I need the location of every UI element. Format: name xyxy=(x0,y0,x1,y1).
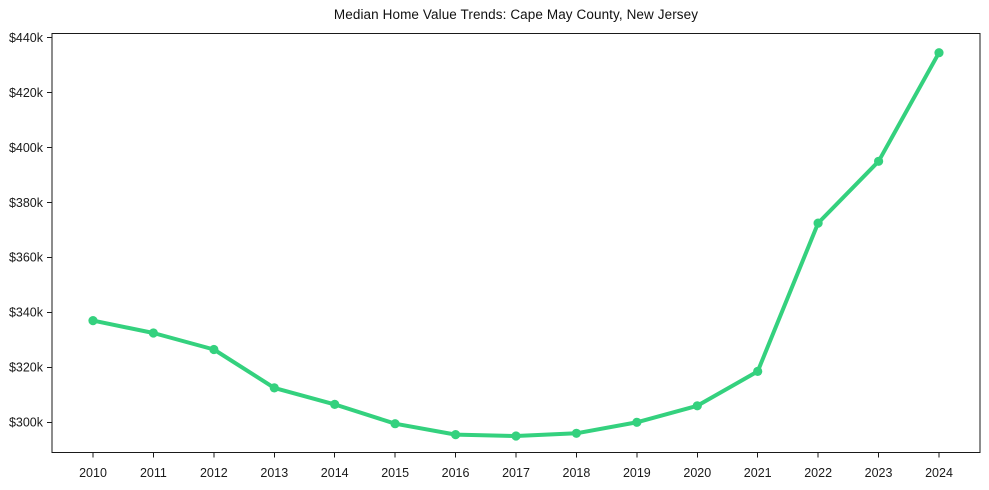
data-point-2011 xyxy=(148,328,158,338)
x-tick-label: 2019 xyxy=(623,466,651,480)
data-point-2015 xyxy=(390,419,400,429)
y-tick-label: $300k xyxy=(9,416,44,430)
x-tick-label: 2016 xyxy=(442,466,470,480)
x-tick-label: 2022 xyxy=(804,466,832,480)
x-tick-label: 2024 xyxy=(925,466,953,480)
data-point-2022 xyxy=(813,218,823,228)
y-tick-label: $340k xyxy=(9,306,44,320)
data-point-2012 xyxy=(209,344,219,355)
data-point-2017 xyxy=(511,431,521,441)
data-point-2010 xyxy=(88,316,98,326)
x-tick-label: 2010 xyxy=(79,466,107,480)
x-tick-label: 2018 xyxy=(563,466,591,480)
x-tick-label: 2011 xyxy=(140,466,167,480)
y-tick-label: $400k xyxy=(9,141,44,155)
y-tick-label: $360k xyxy=(9,251,44,265)
y-tick-label: $420k xyxy=(9,86,44,100)
plot-area xyxy=(51,33,981,453)
y-tick-label: $440k xyxy=(9,31,44,45)
x-tick-label: 2013 xyxy=(260,466,288,480)
chart-title: Median Home Value Trends: Cape May Count… xyxy=(333,7,699,22)
y-tick-label: $380k xyxy=(9,196,44,210)
data-point-2023 xyxy=(874,156,884,166)
x-tick-label: 2020 xyxy=(683,466,711,480)
data-point-2013 xyxy=(269,383,279,393)
x-tick-label: 2012 xyxy=(200,466,228,480)
data-point-2019 xyxy=(632,417,642,427)
data-point-2020 xyxy=(692,401,702,411)
x-tick-label: 2014 xyxy=(321,466,349,480)
data-point-2014 xyxy=(330,399,340,409)
x-tick-label: 2021 xyxy=(744,466,772,480)
y-tick-label: $320k xyxy=(9,361,44,375)
data-point-2016 xyxy=(451,430,461,440)
x-tick-label: 2023 xyxy=(865,466,893,480)
x-tick-label: 2017 xyxy=(502,466,530,480)
data-point-2018 xyxy=(571,428,582,438)
data-point-2021 xyxy=(753,366,763,376)
data-point-2024 xyxy=(934,48,944,58)
x-tick-label: 2015 xyxy=(381,466,409,480)
